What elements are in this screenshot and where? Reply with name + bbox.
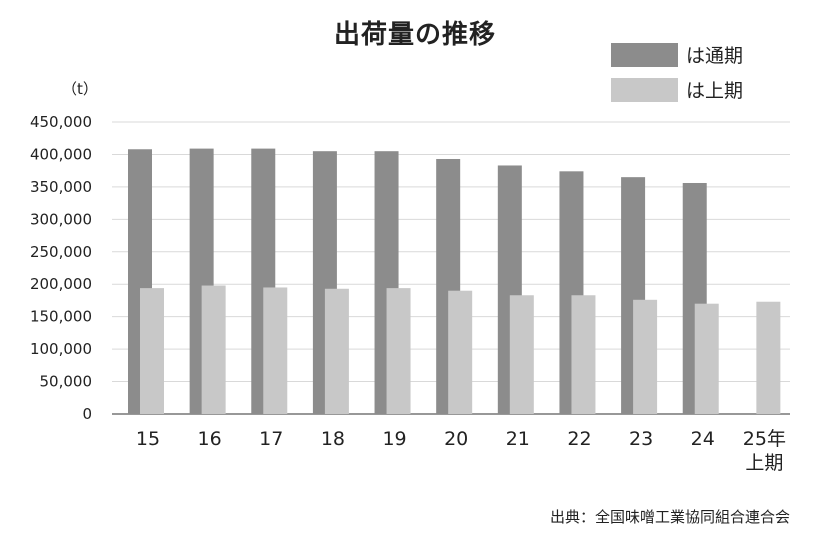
y-tick-label: 300,000: [30, 210, 92, 228]
legend-item-first-half: は上期: [611, 76, 743, 103]
bar-first-half: [448, 290, 473, 414]
bar-first-half: [201, 285, 226, 414]
source-note: 出典：全国味噌工業協同組合連合会: [549, 508, 790, 526]
y-tick-label: 200,000: [30, 275, 92, 293]
y-tick-label: 400,000: [30, 145, 92, 163]
legend-swatch-first-half: [611, 77, 678, 102]
x-tick-label: 20: [444, 428, 468, 450]
bar-first-half: [324, 288, 349, 414]
x-tick-label: 24: [691, 428, 715, 450]
bar-first-half: [571, 295, 596, 414]
y-tick-label: 100,000: [30, 340, 92, 358]
bar-first-half: [633, 299, 658, 414]
legend-swatch-full-year: [611, 42, 678, 67]
y-axis-unit: （t）: [62, 80, 98, 98]
x-tick-label: 23: [629, 428, 653, 450]
x-tick-label: 上期: [745, 452, 783, 474]
x-tick-label: 21: [506, 428, 530, 450]
legend-item-full-year: は通期: [611, 41, 743, 68]
x-tick-label: 16: [198, 428, 222, 450]
y-tick-label: 150,000: [30, 308, 92, 326]
x-tick-label: 19: [382, 428, 406, 450]
bar-first-half: [509, 295, 534, 414]
y-tick-label: 350,000: [30, 178, 92, 196]
x-tick-label: 15: [136, 428, 160, 450]
chart-title: 出荷量の推移: [333, 20, 496, 50]
x-tick-label: 22: [567, 428, 591, 450]
x-tick-label: 25年: [743, 428, 786, 450]
bar-first-half: [756, 301, 781, 414]
bar-first-half: [694, 303, 719, 414]
y-tick-label: 0: [82, 405, 92, 423]
legend-label-first-half: は上期: [686, 80, 744, 102]
y-tick-label: 450,000: [30, 113, 92, 131]
y-tick-label: 50,000: [40, 373, 93, 391]
x-tick-label: 18: [321, 428, 345, 450]
y-tick-label: 250,000: [30, 243, 92, 261]
x-tick-label: 17: [259, 428, 283, 450]
legend-label-full-year: は通期: [686, 45, 744, 67]
bar-first-half: [386, 288, 411, 414]
bar-first-half: [263, 287, 288, 414]
bar-first-half: [140, 288, 164, 414]
